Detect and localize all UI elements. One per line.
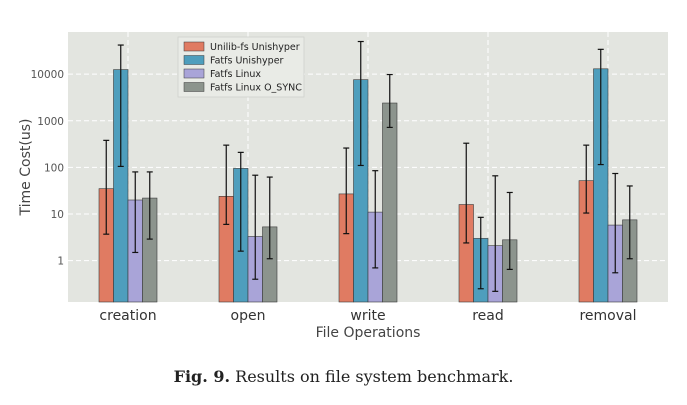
legend-label: Fatfs Linux xyxy=(210,69,261,80)
x-axis-label: File Operations xyxy=(316,325,421,341)
error-bars xyxy=(103,40,633,292)
legend-swatch xyxy=(183,55,205,65)
x-tick-label: creation xyxy=(99,308,156,324)
y-axis-ticks: 1 10 100 1000 10000 xyxy=(31,69,64,268)
x-axis-ticks: creation open write read removal xyxy=(99,308,636,324)
legend-label: Fatfs Unishyper xyxy=(210,56,284,67)
bar xyxy=(382,102,398,303)
y-tick-label: 1000 xyxy=(37,116,64,128)
x-tick-label: open xyxy=(231,308,266,324)
y-tick-label: 1 xyxy=(57,256,64,268)
figure-caption: Fig. 9. Results on file system benchmark… xyxy=(0,367,687,386)
benchmark-chart: 1 10 100 1000 10000 creation open write read rem… xyxy=(18,32,668,341)
y-tick-label: 10 xyxy=(51,209,64,221)
x-tick-label: read xyxy=(472,308,504,324)
legend-label: Unilib-fs Unishyper xyxy=(210,42,300,53)
legend-swatch xyxy=(183,41,205,52)
x-tick-label: write xyxy=(350,308,385,324)
caption-text: Results on file system benchmark. xyxy=(235,367,514,386)
legend-swatch xyxy=(183,82,205,92)
y-axis-label: Time Cost(us) xyxy=(18,119,34,217)
legend-label: Fatfs Linux O_SYNC xyxy=(210,83,302,94)
legend-swatch xyxy=(183,68,205,79)
legend: Unilib-fs Unishyper Fatfs Unishyper Fatfs … xyxy=(177,36,305,98)
y-tick-label: 100 xyxy=(44,162,64,174)
x-tick-label: removal xyxy=(579,308,636,324)
y-tick-label: 10000 xyxy=(31,69,64,81)
caption-label: Fig. 9. xyxy=(173,367,231,386)
